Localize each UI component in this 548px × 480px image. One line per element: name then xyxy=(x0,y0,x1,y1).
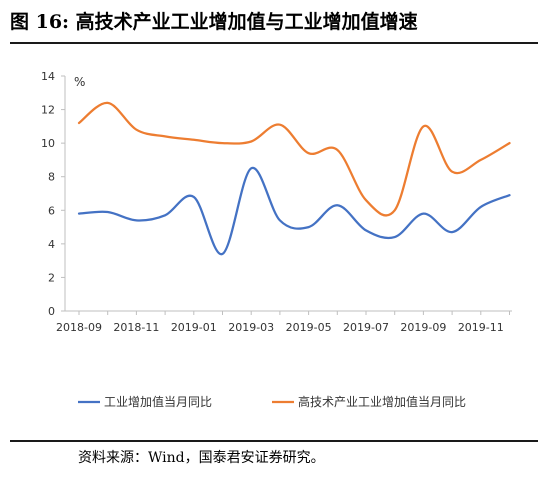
legend-label-2: 高技术产业工业增加值当月同比 xyxy=(298,394,466,409)
series-line-2 xyxy=(77,101,511,217)
x-tick-label: 2019-07 xyxy=(343,321,389,334)
figure-title: 图 16: 高技术产业工业增加值与工业增加值增速 xyxy=(10,11,418,33)
x-tick-label: 2018-11 xyxy=(113,321,159,334)
y-tick-label: 6 xyxy=(48,204,55,217)
chart-axes: 0 2 4 6 8 10 12 14 % 2018-09 2018-11 2019-01 2019-03… xyxy=(41,70,512,334)
x-tick-label: 2019-01 xyxy=(171,321,217,334)
source-divider xyxy=(10,440,538,442)
y-tick-label: 12 xyxy=(41,104,55,117)
x-tick-label: 2019-05 xyxy=(286,321,332,334)
line-chart: 0 2 4 6 8 10 12 14 % 2018-09 2018-11 2019-01 2019-03… xyxy=(41,70,512,409)
x-tick-label: 2018-09 xyxy=(56,321,102,334)
y-tick-label: 8 xyxy=(48,171,55,184)
y-tick-label: 10 xyxy=(41,137,55,150)
figure-title-bar: 图 16: 高技术产业工业增加值与工业增加值增速 xyxy=(10,6,538,38)
chart-legend: 工业增加值当月同比 高技术产业工业增加值当月同比 xyxy=(78,394,466,409)
x-tick-label: 2019-03 xyxy=(228,321,274,334)
y-tick-label: 14 xyxy=(41,70,55,83)
series-line-1 xyxy=(77,167,511,256)
y-tick-label: 2 xyxy=(48,271,55,284)
x-tick-label: 2019-09 xyxy=(400,321,446,334)
source-note: 资料来源：Wind，国泰君安证券研究。 xyxy=(78,450,325,466)
title-divider xyxy=(10,42,538,44)
y-tick-label: 4 xyxy=(48,238,55,251)
y-tick-label: 0 xyxy=(48,305,55,318)
legend-label-1: 工业增加值当月同比 xyxy=(104,394,212,409)
chart-series xyxy=(77,101,511,256)
x-tick-label: 2019-11 xyxy=(458,321,504,334)
y-unit-label: % xyxy=(74,75,85,89)
